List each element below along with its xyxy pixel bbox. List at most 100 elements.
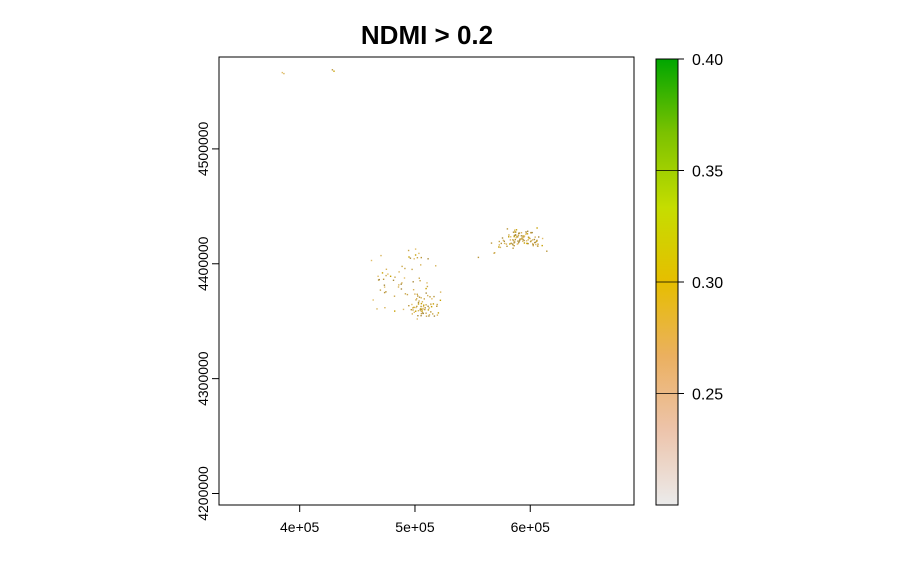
x-axis: 4e+05 5e+05 6e+05: [280, 504, 550, 535]
raster-pixel: [411, 313, 413, 315]
raster-pixel: [517, 236, 519, 238]
raster-pixel: [522, 235, 524, 238]
raster-pixel: [383, 284, 386, 286]
raster-pixel: [412, 289, 415, 291]
raster-pixel: [385, 268, 388, 270]
x-tick-label: 4e+05: [280, 519, 320, 535]
raster-pixel: [512, 247, 514, 249]
raster-pixel: [427, 309, 430, 311]
raster-pixel: [412, 307, 414, 309]
raster-pixel: [385, 274, 387, 277]
raster-pixel: [414, 293, 416, 295]
raster-pixel: [383, 286, 386, 288]
raster-pixel: [427, 305, 429, 307]
raster-pixel: [401, 265, 403, 268]
raster-pixel: [411, 303, 413, 306]
raster-pixel: [498, 246, 500, 248]
raster-pixel: [508, 234, 510, 236]
raster-pixel: [412, 309, 414, 311]
raster-pixel: [430, 303, 432, 306]
raster-pixel: [377, 279, 380, 281]
raster-pixel: [523, 236, 525, 238]
raster-pixel: [392, 279, 395, 281]
raster-pixel: [520, 235, 523, 237]
raster-pixel: [414, 254, 417, 256]
raster-pixels: [281, 69, 548, 320]
raster-pixel: [518, 232, 521, 234]
raster-pixel: [427, 294, 429, 297]
raster-pixel: [432, 303, 435, 305]
raster-pixel: [281, 71, 283, 74]
raster-pixel: [404, 267, 406, 270]
raster-pixel: [512, 244, 514, 246]
raster-pixel: [385, 291, 387, 293]
raster-pixel: [425, 312, 427, 314]
raster-pixel: [421, 310, 423, 312]
raster-pixel: [505, 243, 508, 245]
legend-ticks: 0.25 0.30 0.35 0.40: [656, 52, 723, 404]
raster-pixel: [523, 235, 526, 237]
raster-pixel: [537, 243, 539, 245]
raster-pixel: [426, 285, 429, 288]
raster-pixel: [418, 300, 420, 302]
raster-pixel: [420, 310, 422, 312]
raster-pixel: [490, 242, 493, 244]
raster-pixel: [409, 257, 412, 259]
raster-pixel: [420, 256, 422, 259]
raster-pixel: [520, 232, 523, 234]
raster-pixel: [508, 236, 510, 238]
raster-pixel: [415, 306, 417, 309]
raster-pixel: [418, 277, 420, 279]
raster-pixel: [515, 229, 518, 231]
raster-pixel: [416, 293, 418, 295]
raster-pixel: [519, 239, 521, 241]
raster-pixel: [530, 240, 532, 242]
raster-pixel: [517, 234, 520, 236]
raster-pixel: [527, 239, 529, 241]
raster-pixel: [420, 305, 422, 308]
raster-pixel: [534, 241, 537, 243]
raster-pixel: [502, 239, 505, 242]
raster-pixel: [425, 315, 428, 317]
raster-pixel: [380, 254, 382, 257]
raster-pixel: [513, 245, 515, 247]
raster-pixel: [425, 292, 427, 294]
raster-pixel: [422, 308, 424, 310]
raster-pixel: [503, 242, 506, 245]
raster-pixel: [411, 268, 413, 271]
raster-pixel: [536, 239, 538, 242]
raster-pixel: [514, 231, 516, 233]
raster-pixel: [510, 242, 512, 244]
raster-pixel: [532, 243, 534, 246]
raster-pixel: [521, 238, 523, 240]
raster-pixel: [417, 303, 420, 305]
raster-pixel: [531, 231, 533, 234]
x-tick-label: 5e+05: [395, 519, 435, 535]
raster-pixel: [416, 257, 419, 259]
raster-pixel: [525, 231, 527, 233]
raster-pixel: [498, 240, 500, 243]
raster-pixel: [422, 312, 424, 315]
raster-pixel: [417, 301, 420, 304]
raster-pixel: [394, 276, 396, 278]
raster-pixel: [397, 286, 400, 288]
raster-pixel: [387, 273, 389, 275]
raster-pixel: [417, 315, 419, 317]
y-axis: 4200000 4300000 4400000 4500000: [195, 121, 220, 521]
raster-pixel: [514, 238, 516, 241]
raster-pixel: [500, 242, 502, 245]
raster-pixel: [514, 234, 517, 236]
raster-pixel: [430, 311, 432, 313]
raster-pixel: [522, 236, 524, 238]
legend-tick-label: 0.40: [692, 52, 723, 69]
raster-pixel: [519, 238, 521, 240]
raster-pixel: [420, 302, 423, 305]
raster-pixel: [422, 305, 425, 308]
legend-tick-label: 0.35: [692, 164, 723, 181]
raster-pixel: [412, 281, 414, 283]
raster-pixel: [518, 240, 521, 242]
raster-pixel: [510, 236, 512, 238]
y-tick-label: 4300000: [195, 351, 211, 406]
raster-pixel: [536, 227, 538, 229]
raster-pixel: [436, 314, 439, 316]
